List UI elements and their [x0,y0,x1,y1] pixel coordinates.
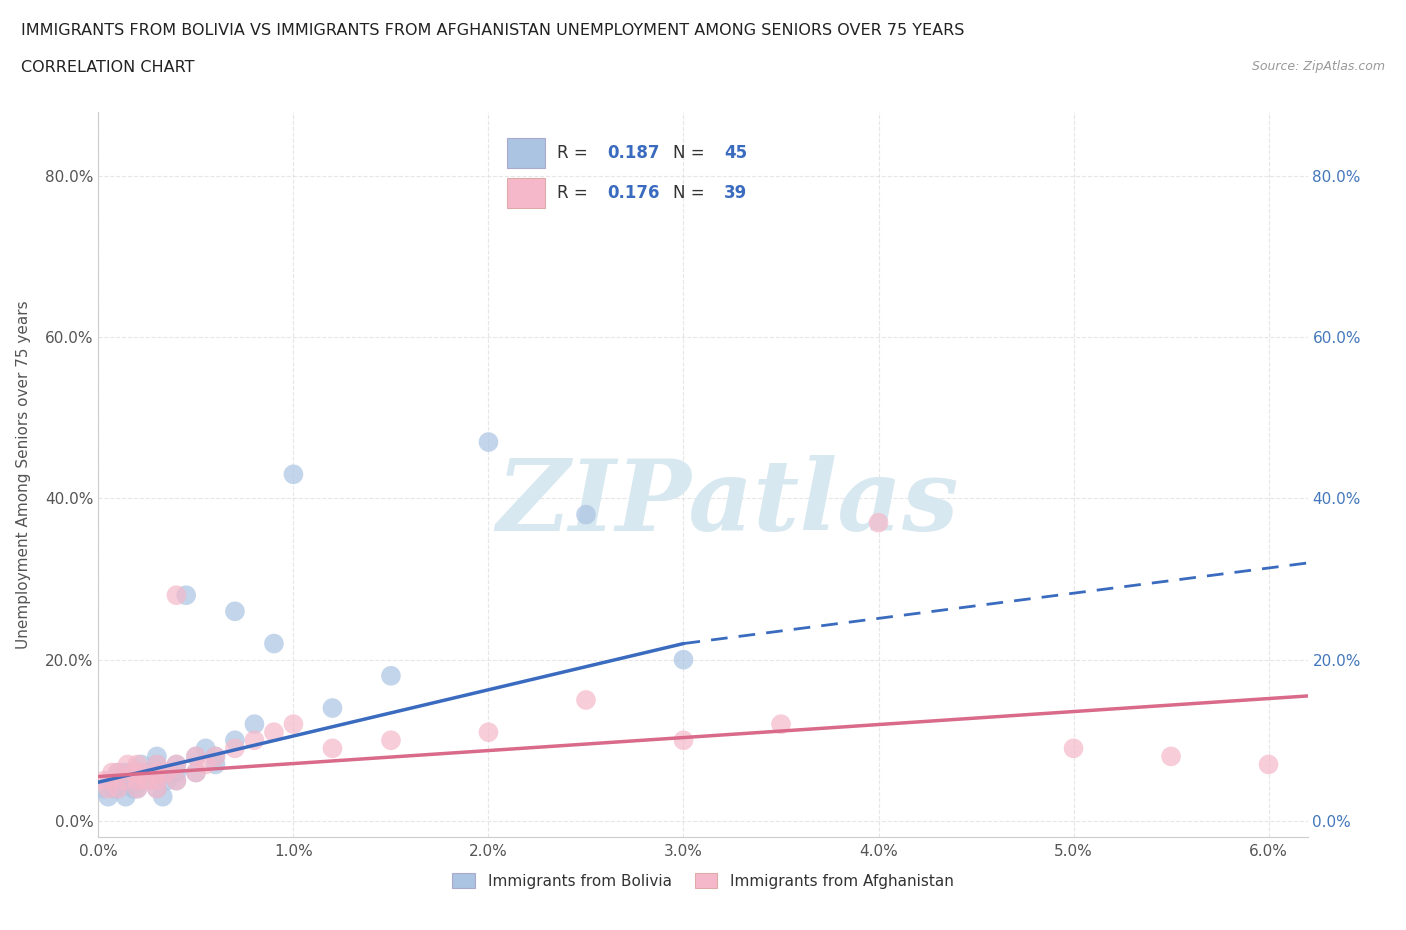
Legend: Immigrants from Bolivia, Immigrants from Afghanistan: Immigrants from Bolivia, Immigrants from… [446,867,960,895]
Point [184,765,207,780]
Point [184,749,207,764]
Point [1063,741,1085,756]
Point [672,652,695,667]
Point [146,773,169,788]
Point [283,717,305,732]
Point [146,757,169,772]
Point [107,765,129,780]
Point [97,790,120,804]
Point [146,781,169,796]
Point [174,588,197,603]
Point [477,724,499,739]
Point [93,773,115,788]
Point [575,693,598,708]
Point [146,781,169,796]
Point [1160,749,1182,764]
Point [107,781,129,796]
Point [114,790,136,804]
Point [132,773,155,788]
Point [194,757,217,772]
Point [136,765,159,780]
Point [380,733,402,748]
Point [204,749,226,764]
Point [243,717,266,732]
Y-axis label: Unemployment Among Seniors over 75 years: Unemployment Among Seniors over 75 years [17,300,31,648]
Point [321,741,343,756]
Point [283,467,305,482]
Text: Source: ZipAtlas.com: Source: ZipAtlas.com [1251,60,1385,73]
Point [380,669,402,684]
Point [165,757,187,772]
Text: IMMIGRANTS FROM BOLIVIA VS IMMIGRANTS FROM AFGHANISTAN UNEMPLOYMENT AMONG SENIOR: IMMIGRANTS FROM BOLIVIA VS IMMIGRANTS FR… [21,23,965,38]
Point [165,765,187,780]
Point [165,757,187,772]
Point [146,757,169,772]
Point [127,757,149,772]
Point [131,765,153,780]
Point [117,757,139,772]
Point [98,773,121,788]
Point [243,733,266,748]
Point [204,757,226,772]
Point [131,757,153,772]
Point [165,588,187,603]
Point [127,781,149,796]
Point [868,515,890,530]
Point [127,773,149,788]
Point [156,773,179,788]
Point [146,749,169,764]
Point [118,765,141,780]
Point [1257,757,1279,772]
Point [103,781,125,796]
Point [165,773,187,788]
Point [204,749,226,764]
Point [107,781,129,796]
Point [184,749,207,764]
Point [146,773,169,788]
Point [184,765,207,780]
Text: ZIPatlas: ZIPatlas [496,455,959,551]
Point [146,765,169,780]
Point [127,765,149,780]
Point [477,434,499,449]
Point [112,773,135,788]
Point [263,724,285,739]
Point [136,773,159,788]
Point [149,765,172,780]
Point [107,765,129,780]
Point [111,773,134,788]
Point [224,604,246,618]
Point [112,765,135,780]
Point [165,773,187,788]
Point [146,765,169,780]
Point [127,781,149,796]
Text: CORRELATION CHART: CORRELATION CHART [21,60,194,75]
Point [97,781,120,796]
Point [575,507,598,522]
Point [101,765,124,780]
Point [224,733,246,748]
Point [127,773,149,788]
Point [263,636,285,651]
Point [122,781,145,796]
Point [672,733,695,748]
Point [117,773,139,788]
Point [122,765,145,780]
Point [93,781,115,796]
Point [194,741,217,756]
Point [224,741,246,756]
Point [321,700,343,715]
Point [769,717,792,732]
Point [152,790,174,804]
Point [156,765,179,780]
